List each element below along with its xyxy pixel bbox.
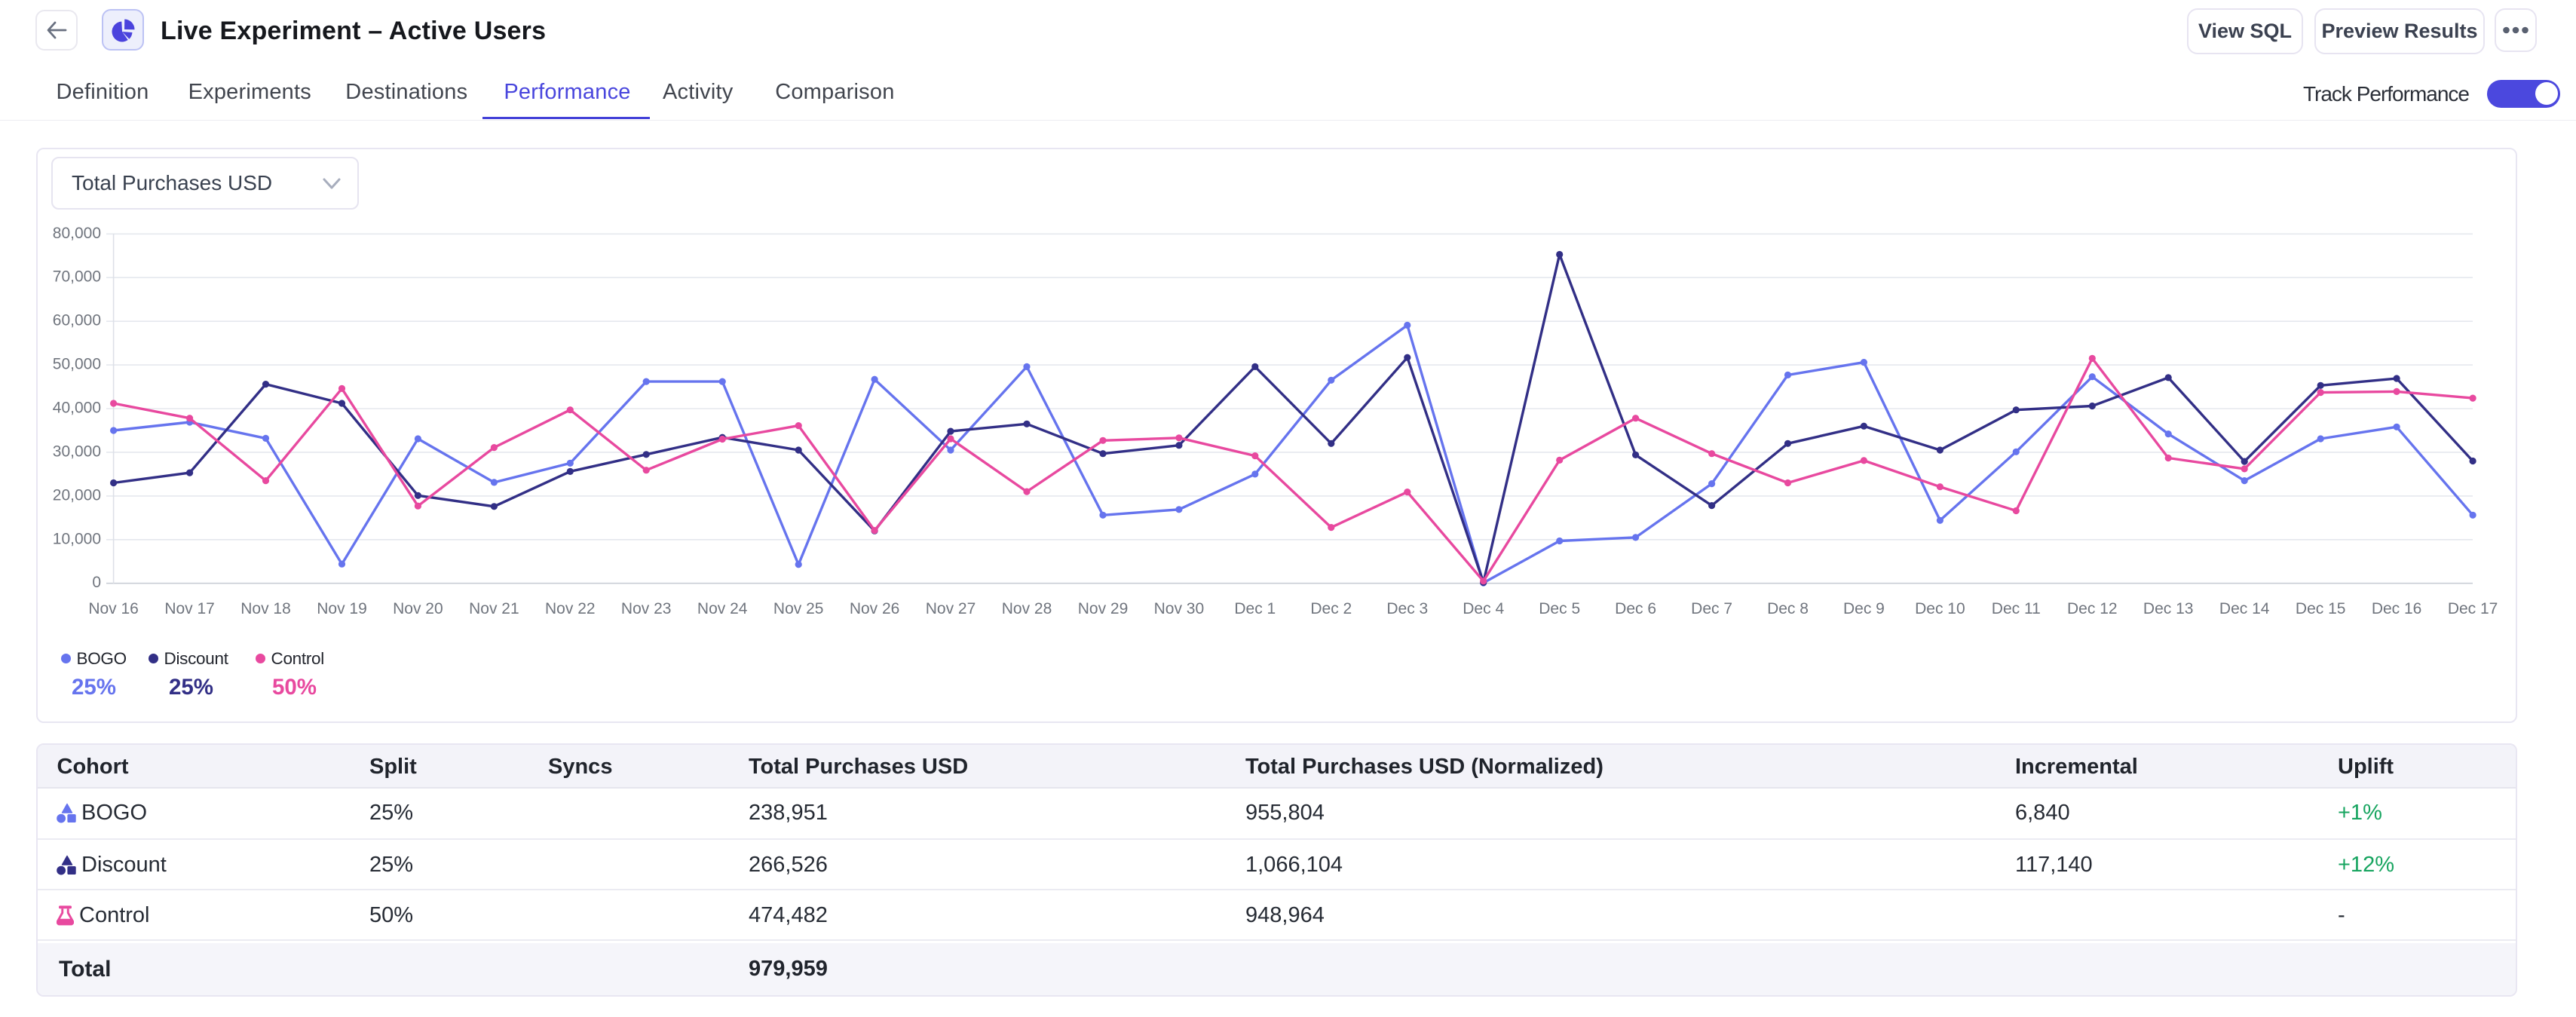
svg-text:Nov 19: Nov 19 <box>317 600 367 617</box>
svg-text:Dec 14: Dec 14 <box>2219 600 2270 617</box>
svg-text:Dec 11: Dec 11 <box>1992 600 2041 617</box>
svg-text:Dec 7: Dec 7 <box>1691 600 1732 617</box>
svg-text:Nov 16: Nov 16 <box>88 600 139 617</box>
svg-text:Nov 22: Nov 22 <box>545 600 596 617</box>
svg-text:Dec 2: Dec 2 <box>1310 600 1352 617</box>
svg-text:20,000: 20,000 <box>53 486 101 504</box>
svg-text:80,000: 80,000 <box>53 225 101 242</box>
svg-text:Dec 15: Dec 15 <box>2296 600 2346 617</box>
svg-text:0: 0 <box>92 574 101 591</box>
svg-text:Nov 20: Nov 20 <box>393 600 443 617</box>
svg-text:Nov 21: Nov 21 <box>469 600 519 617</box>
svg-text:Nov 24: Nov 24 <box>697 600 748 617</box>
svg-text:Dec 9: Dec 9 <box>1843 600 1885 617</box>
svg-text:Nov 30: Nov 30 <box>1154 600 1205 617</box>
svg-text:Dec 4: Dec 4 <box>1463 600 1504 617</box>
svg-text:Nov 18: Nov 18 <box>240 600 291 617</box>
svg-text:Dec 1: Dec 1 <box>1234 600 1276 617</box>
svg-text:40,000: 40,000 <box>53 400 101 417</box>
svg-text:Dec 5: Dec 5 <box>1539 600 1580 617</box>
svg-text:Dec 13: Dec 13 <box>2143 600 2194 617</box>
svg-text:Dec 12: Dec 12 <box>2067 600 2118 617</box>
svg-text:10,000: 10,000 <box>53 530 101 547</box>
svg-text:Nov 28: Nov 28 <box>1002 600 1052 617</box>
svg-text:70,000: 70,000 <box>53 268 101 286</box>
svg-text:Dec 10: Dec 10 <box>1915 600 1965 617</box>
svg-text:Dec 17: Dec 17 <box>2448 600 2498 617</box>
svg-text:Dec 3: Dec 3 <box>1386 600 1428 617</box>
svg-text:Nov 23: Nov 23 <box>621 600 672 617</box>
svg-text:Nov 25: Nov 25 <box>773 600 824 617</box>
svg-text:Nov 26: Nov 26 <box>850 600 900 617</box>
svg-text:60,000: 60,000 <box>53 312 101 329</box>
svg-text:30,000: 30,000 <box>53 443 101 460</box>
svg-text:Dec 16: Dec 16 <box>2372 600 2422 617</box>
svg-text:Dec 8: Dec 8 <box>1767 600 1809 617</box>
svg-text:Dec 6: Dec 6 <box>1615 600 1656 617</box>
svg-text:50,000: 50,000 <box>53 356 101 373</box>
svg-text:Nov 17: Nov 17 <box>164 600 215 617</box>
svg-text:Nov 29: Nov 29 <box>1078 600 1129 617</box>
svg-text:Nov 27: Nov 27 <box>926 600 976 617</box>
